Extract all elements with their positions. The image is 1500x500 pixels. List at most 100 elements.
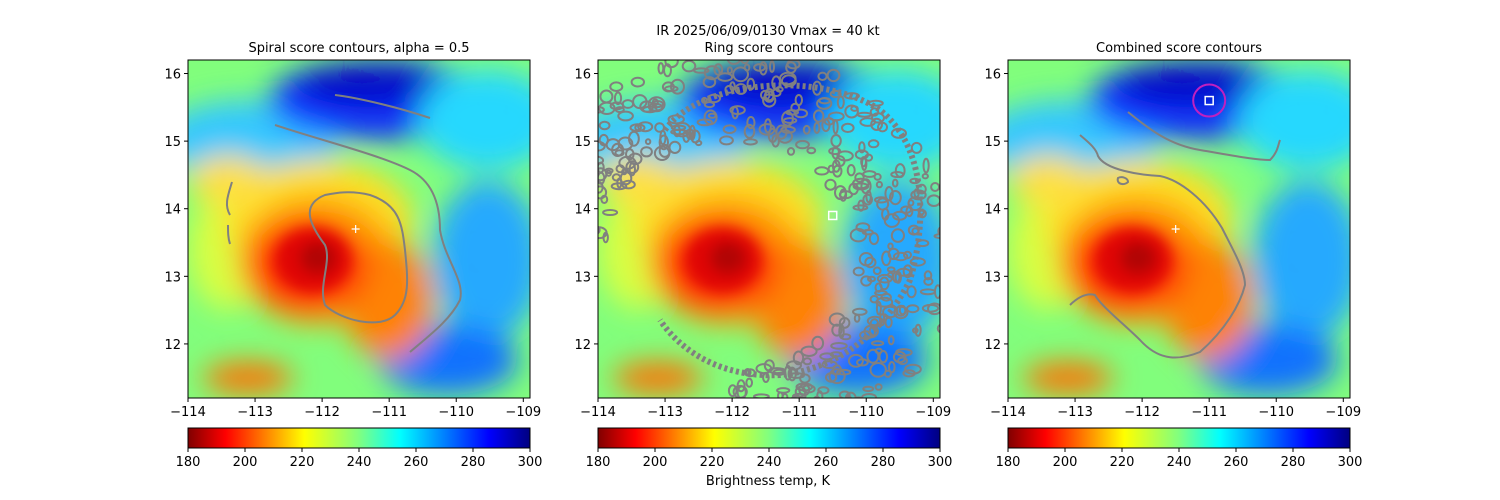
colorbar-tick-label: 180 [996, 455, 1021, 470]
axes-frame [1007, 59, 1351, 399]
ring-contour-loop [743, 123, 756, 139]
ring-contour-loop [834, 185, 847, 201]
ring-contour-loop [570, 218, 586, 229]
ring-contour-loop [813, 395, 821, 398]
score-contours [1069, 111, 1281, 359]
ring-contour-loop [579, 103, 591, 109]
ring-contour-loop [657, 62, 665, 75]
colorbar-tick-label: 200 [643, 455, 668, 470]
colorbar-tick-label: 220 [290, 455, 315, 470]
x-tick-label: −114 [580, 405, 616, 420]
ring-contour-loop [813, 109, 825, 123]
ring-contour-loop [888, 361, 896, 374]
ring-contour-loop [882, 305, 899, 319]
ring-contour-loop [841, 402, 847, 412]
x-tick-label: −114 [170, 405, 206, 420]
y-tick-label: 13 [984, 270, 1001, 285]
axes-frame [597, 59, 941, 399]
score-contour-line [1069, 134, 1247, 359]
colorbar-tick-label: 200 [1053, 455, 1078, 470]
ring-contour-loop [644, 138, 652, 146]
y-tick-label: 14 [984, 203, 1001, 218]
ring-contour-loop [861, 393, 878, 398]
ring-contour-loop [923, 277, 934, 286]
ring-contour-loop [802, 357, 813, 366]
x-tick-label: −110 [1258, 405, 1294, 420]
x-tick-label: −109 [1325, 405, 1361, 420]
ring-contour-loop [889, 190, 902, 206]
ring-contour-loop [892, 350, 907, 364]
ring-contour-loop [893, 305, 909, 320]
ring-contour-loop [927, 302, 940, 316]
y-tick-label: 13 [164, 270, 181, 285]
ring-contour-edge [657, 82, 924, 379]
ring-contour-loop [947, 232, 955, 246]
ring-contour-loop [817, 386, 830, 395]
ring-contour-loop [936, 323, 940, 334]
ring-contour-loop [740, 60, 750, 65]
colorbar [187, 427, 531, 449]
ring-contour-loop [802, 124, 811, 135]
x-tick-label: −114 [990, 405, 1026, 420]
x-tick-label: −110 [848, 405, 884, 420]
ring-contour-loop [874, 383, 883, 391]
ring-contour-loop [769, 60, 775, 73]
ring-contour-loop [598, 105, 605, 114]
panel-title: Ring score contours [704, 41, 833, 56]
ring-contour-loop [547, 176, 557, 182]
ring-contour-loop [786, 360, 802, 371]
ring-contour-loop [726, 60, 741, 65]
ring-contour-loop [926, 194, 940, 207]
panel-title: Combined score contours [1096, 41, 1262, 56]
ring-contour-loop [618, 155, 637, 170]
ring-contour-loop [727, 384, 738, 398]
ring-contour-loop [875, 301, 882, 316]
ring-contour-loop [869, 107, 880, 117]
colorbar-tick-label: 260 [404, 455, 429, 470]
ring-contour-loop [906, 285, 917, 299]
ring-contour-loop [625, 160, 640, 174]
ring-contour-loop [914, 323, 922, 337]
ring-contour-loop [668, 140, 682, 154]
ring-contour-loop [911, 227, 920, 236]
ring-contour-loop [813, 121, 821, 134]
ring-contour-loop [795, 382, 814, 392]
ring-contour-loop [614, 149, 625, 157]
ring-contour-loop [860, 156, 867, 168]
ring-contour-loop [836, 368, 852, 376]
ring-contour-loop [844, 394, 852, 398]
colorbar-tick-label: 200 [233, 455, 258, 470]
ring-contour-loop [719, 135, 734, 146]
ring-contour-loop [566, 208, 571, 217]
ring-contour-loop [736, 379, 746, 393]
ring-contour-loop [557, 230, 572, 234]
ring-contour-loop [776, 387, 791, 394]
ring-contour-loop [831, 323, 843, 337]
ring-contour-loop [862, 193, 874, 206]
ring-contour-loop [800, 345, 818, 357]
ring-contour-loop [847, 353, 864, 368]
ring-contour-loop [766, 411, 778, 420]
ring-contour-loop [852, 182, 870, 191]
x-tick-label: −111 [371, 405, 407, 420]
ring-contour-loop [867, 139, 880, 149]
ring-contour-loop [732, 66, 749, 83]
ring-contour-loop [755, 363, 773, 375]
ring-contour-loop [830, 134, 842, 148]
colorbar-tick-label: 180 [176, 455, 201, 470]
ring-contour-loop [942, 253, 954, 259]
colorbar [1007, 427, 1351, 449]
x-tick-label: −110 [438, 405, 474, 420]
ring-contour-loop [878, 350, 889, 364]
ring-contour-loop [762, 93, 777, 108]
ring-contour-loop [884, 186, 894, 202]
ring-contour-loop [874, 196, 889, 204]
ring-contour-loop [573, 173, 588, 179]
ring-contour-loop [862, 170, 877, 178]
y-tick-label: 15 [164, 135, 181, 150]
ring-contour-loop [696, 118, 713, 127]
ring-contour-loop [878, 313, 886, 327]
ring-contour-loop [637, 121, 654, 133]
ring-contour-loop [609, 101, 625, 111]
ring-contour-loop [543, 165, 558, 177]
